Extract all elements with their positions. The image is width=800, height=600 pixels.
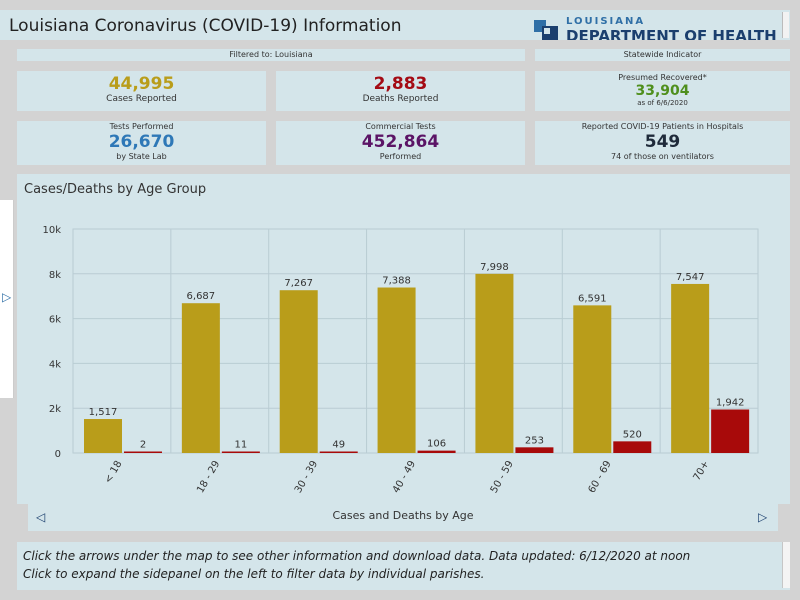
deaths-value: 2,883	[373, 74, 428, 94]
header-bar: Louisiana Coronavirus (COVID-19) Informa…	[0, 10, 790, 40]
commercial-card: Commercial Tests 452,864 Performed	[276, 121, 525, 165]
x-category-label: 60 - 69	[587, 459, 614, 495]
info-line-1: Click the arrows under the map to see ot…	[23, 549, 691, 563]
cases-bar	[181, 303, 220, 453]
next-arrow-icon[interactable]: ▷	[758, 510, 768, 524]
recovered-top: Presumed Recovered*	[618, 73, 707, 82]
cases-data-label: 7,388	[382, 276, 411, 287]
deaths-bar	[515, 447, 554, 453]
chart-title: Cases/Deaths by Age Group	[24, 182, 207, 197]
deaths-data-label: 2	[140, 440, 146, 451]
hospitals-card: Reported COVID-19 Patients in Hospitals …	[535, 121, 790, 165]
header-scrollbar[interactable]	[782, 12, 789, 38]
y-tick-label: 8k	[49, 270, 61, 281]
hospitals-value: 549	[644, 132, 681, 152]
cases-bar	[475, 273, 514, 453]
recovered-card: Presumed Recovered* 33,904 as of 6/6/202…	[535, 71, 790, 111]
tests-card: Tests Performed 26,670 by State Lab	[17, 121, 266, 165]
cases-bar	[671, 283, 710, 453]
cases-data-label: 7,267	[284, 278, 313, 289]
x-category-label: 70+	[692, 459, 712, 483]
tests-top: Tests Performed	[109, 122, 174, 131]
cases-data-label: 1,517	[89, 407, 118, 418]
deaths-data-label: 11	[234, 440, 247, 451]
deaths-data-label: 1,942	[716, 397, 745, 408]
ldh-logo: LOUISIANA DEPARTMENT OF HEALTH	[528, 16, 778, 40]
logo-line2: DEPARTMENT OF HEALTH	[566, 27, 777, 40]
y-tick-label: 0	[55, 449, 61, 460]
deaths-bar	[124, 451, 162, 453]
prev-arrow-icon[interactable]: ◁	[36, 510, 46, 524]
cases-value: 44,995	[108, 74, 175, 94]
tests-label: by State Lab	[116, 152, 167, 161]
info-line-2: Click to expand the sidepanel on the lef…	[23, 567, 485, 581]
cases-label: Cases Reported	[106, 94, 177, 104]
deaths-bar	[319, 451, 358, 453]
cases-bar	[377, 287, 416, 453]
recovered-value: 33,904	[635, 83, 690, 99]
deaths-bar	[221, 451, 260, 453]
deaths-label: Deaths Reported	[362, 94, 439, 104]
expand-right-icon: ▷	[2, 290, 12, 304]
cases-data-label: 7,998	[480, 262, 509, 273]
story-nav-bar: ◁ Cases and Deaths by Age ▷	[28, 503, 778, 531]
y-tick-label: 2k	[49, 404, 61, 415]
x-category-label: 50 - 59	[489, 459, 516, 495]
page-title: Louisiana Coronavirus (COVID-19) Informa…	[9, 16, 402, 36]
info-scrollbar[interactable]	[782, 542, 790, 588]
hospitals-label: 74 of those on ventilators	[611, 152, 714, 161]
statewide-label: Statewide Indicator	[535, 49, 790, 61]
ldh-cross-icon	[534, 20, 558, 40]
y-tick-label: 6k	[49, 315, 61, 326]
logo-line1: LOUISIANA	[566, 16, 646, 27]
y-tick-label: 4k	[49, 359, 61, 370]
cases-data-label: 6,687	[187, 291, 216, 302]
age-bar-chart: 0 2k 4k 6k 8k 10k 1,517 2 < 18 6,687 11 18 - 29 7,26…	[42, 225, 759, 495]
chart-panel: Cases/Deaths by Age Group 0 2k 4k 6k 8k 10k 1,…	[17, 174, 790, 504]
deaths-bar	[417, 450, 456, 453]
cases-bar	[573, 305, 612, 453]
x-category-label: < 18	[103, 459, 125, 486]
sidepanel-toggle[interactable]: ▷	[0, 200, 14, 398]
deaths-data-label: 49	[332, 440, 345, 451]
commercial-value: 452,864	[361, 132, 440, 152]
cases-data-label: 6,591	[578, 293, 607, 304]
tests-value: 26,670	[108, 132, 175, 152]
cases-bar	[279, 290, 318, 453]
commercial-top: Commercial Tests	[365, 122, 436, 131]
deaths-data-label: 520	[623, 429, 642, 440]
x-category-label: 18 - 29	[195, 459, 222, 495]
cases-data-label: 7,547	[676, 272, 705, 283]
x-category-label: 40 - 49	[391, 459, 418, 495]
deaths-bar	[711, 409, 750, 453]
cases-bar	[84, 419, 122, 453]
deaths-card: 2,883 Deaths Reported	[276, 71, 525, 111]
cases-card: 44,995 Cases Reported	[17, 71, 266, 111]
story-point-label: Cases and Deaths by Age	[332, 509, 474, 522]
info-panel: Click the arrows under the map to see ot…	[17, 542, 790, 590]
deaths-data-label: 106	[427, 439, 446, 450]
recovered-date: as of 6/6/2020	[637, 99, 688, 107]
commercial-label: Performed	[379, 152, 422, 161]
filter-label: Filtered to: Louisiana	[17, 49, 525, 61]
deaths-bar	[613, 441, 652, 453]
hospitals-top: Reported COVID-19 Patients in Hospitals	[581, 122, 744, 131]
x-category-label: 30 - 39	[293, 459, 320, 495]
y-tick-label: 10k	[42, 225, 61, 236]
deaths-data-label: 253	[525, 435, 544, 446]
